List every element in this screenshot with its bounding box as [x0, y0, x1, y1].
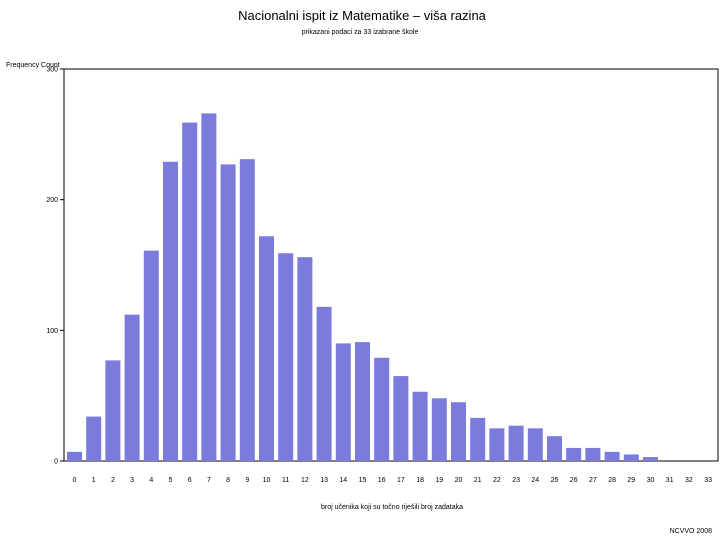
x-tick-label: 26: [570, 477, 578, 484]
bar-25: [547, 436, 562, 461]
x-tick-label: 4: [149, 477, 153, 484]
x-tick-label: 30: [647, 477, 655, 484]
bar-8: [220, 164, 236, 462]
x-tick-label: 23: [512, 477, 520, 484]
bar-13: [316, 306, 332, 461]
x-tick-label: 7: [207, 477, 211, 484]
x-tick-label: 2: [111, 477, 115, 484]
x-tick-label: 32: [685, 477, 693, 484]
x-tick-label: 12: [301, 477, 309, 484]
x-tick-label: 10: [263, 477, 271, 484]
x-tick-label: 6: [188, 477, 192, 484]
x-tick-label: 17: [397, 477, 405, 484]
bar-29: [623, 454, 639, 461]
bar-5: [163, 161, 178, 462]
plot-frame-rect: [63, 68, 719, 462]
x-tick-label: 22: [493, 477, 501, 484]
x-tick-label: 8: [226, 477, 230, 484]
chart-title: Nacionalni ispit iz Matematike – viša ra…: [238, 8, 487, 23]
x-tick-label: 24: [531, 477, 539, 484]
chart-subtitle: prikazani podaci za 33 izabrane škole: [302, 29, 419, 36]
y-axis-label: Frequency Count: [6, 62, 60, 69]
bar-16: [374, 357, 390, 461]
bar-14: [335, 343, 351, 461]
x-tick-label: 5: [169, 477, 173, 484]
x-tick-label: 3: [130, 477, 134, 484]
bar-20: [451, 402, 466, 461]
y-tick-label: 0: [54, 459, 58, 466]
bars: [67, 113, 658, 462]
x-tick-label: 33: [704, 477, 712, 484]
x-tick-label: 15: [359, 477, 367, 484]
bar-21: [470, 417, 486, 461]
x-tick-label: 13: [320, 477, 328, 484]
plot-frame: [63, 68, 719, 462]
x-tick-label: 25: [551, 477, 559, 484]
bar-24: [527, 428, 543, 461]
x-tick-label: 1: [92, 477, 96, 484]
footnote: NCVVO 2008: [670, 528, 713, 535]
x-tick-label: 28: [608, 477, 616, 484]
x-tick-label: 31: [666, 477, 674, 484]
y-tick-label: 300: [46, 67, 58, 74]
x-tick-label: 16: [378, 477, 386, 484]
y-tick-label: 100: [46, 328, 58, 335]
bar-19: [431, 398, 447, 461]
bar-7: [201, 113, 217, 461]
x-tick-label: 0: [73, 477, 77, 484]
bar-2: [105, 360, 121, 461]
bar-23: [508, 425, 524, 461]
bar-3: [124, 314, 140, 461]
x-tick-label: 9: [245, 477, 249, 484]
bar-11: [278, 253, 294, 461]
x-tick-label: 20: [455, 477, 463, 484]
bar-10: [259, 236, 274, 461]
bar-28: [604, 451, 620, 461]
bar-12: [297, 257, 313, 461]
bar-17: [393, 376, 409, 461]
bar-26: [566, 447, 582, 461]
bar-27: [585, 447, 601, 461]
bar-0: [67, 451, 82, 461]
x-tick-label: 29: [627, 477, 635, 484]
bar-30: [643, 457, 658, 461]
x-tick-label: 14: [339, 477, 347, 484]
y-axis-ticks: 0 100 200 300: [46, 67, 64, 466]
x-tick-label: 27: [589, 477, 597, 484]
x-axis-label: broj učenika koji su točno riješili broj…: [321, 504, 463, 511]
x-tick-label: 19: [435, 477, 443, 484]
x-axis-ticks: 0 1 2 3 4 5 6 7 8 9 10 11 12 13 14 15 16 17 18 19 20 21 22 23 24…: [73, 477, 713, 484]
x-tick-label: 21: [474, 477, 482, 484]
bar-6: [182, 122, 198, 461]
bar-1: [86, 416, 102, 461]
bar-4: [143, 250, 159, 461]
y-tick-label: 200: [46, 197, 58, 204]
x-tick-label: 11: [282, 477, 289, 484]
bar-18: [412, 391, 428, 461]
bar-9: [239, 159, 255, 461]
bar-15: [355, 342, 370, 461]
x-tick-label: 18: [416, 477, 424, 484]
bar-22: [489, 428, 505, 461]
